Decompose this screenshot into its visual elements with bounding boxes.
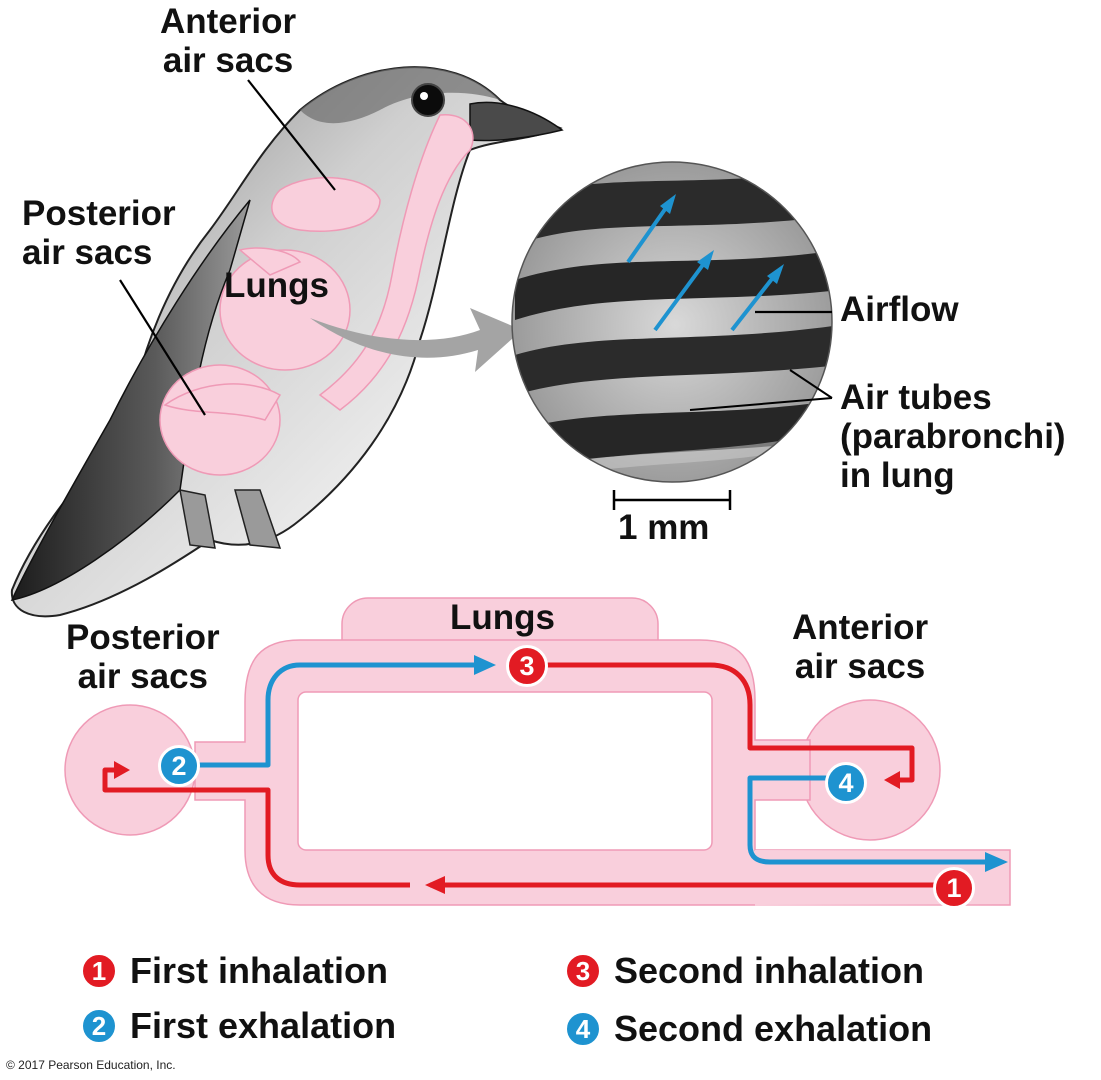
legend-marker-4: 4 [564,1010,602,1048]
red-airflow-path [102,662,935,888]
label-line: Posterior [66,618,220,657]
label-anterior-air-sacs-top: Anterior air sacs [160,2,296,80]
scale-bar [612,490,732,510]
legend-item-second-inhalation: 3 Second inhalation [564,950,924,992]
label-line: air sacs [77,657,209,697]
label-lungs-bottom: Lungs [450,598,555,637]
legend-label: Second inhalation [614,950,925,991]
label-scale-bar: 1 mm [618,508,710,547]
red-arrowheads [114,761,900,894]
label-line: in lung [840,456,955,496]
marker-3: 3 [506,645,548,687]
label-posterior-air-sacs-bottom: Posterior air sacs [66,618,220,696]
blue-arrowheads [474,655,1008,872]
zoom-arrow [310,308,522,372]
airflow-arrows [626,194,784,332]
label-line: air sacs [22,233,153,273]
legend-item-first-exhalation: 2 First exhalation [80,1005,396,1047]
loop-interior [297,691,713,851]
legend-marker-1: 1 [80,952,118,990]
legend-marker-2: 2 [80,1007,118,1045]
legend-label: First exhalation [130,1005,397,1046]
label-line: Anterior [160,2,297,41]
marker-4: 4 [825,762,867,804]
bird-eye [411,83,445,117]
label-anterior-air-sacs-bottom: Anterior air sacs [792,608,928,686]
bird-air-sac-system [159,114,474,476]
label-line: Posterior [22,194,176,233]
label-air-tubes: Air tubes (parabronchi) in lung [840,378,1066,496]
legend-item-first-inhalation: 1 First inhalation [80,950,388,992]
blue-airflow-path [198,662,995,865]
copyright-notice: © 2017 Pearson Education, Inc. [6,1058,176,1072]
legend-marker-3: 3 [564,952,602,990]
lung-micrograph [512,162,832,482]
label-airflow: Airflow [840,290,959,329]
label-line: air sacs [794,647,926,687]
marker-1: 1 [933,867,975,909]
legend-item-second-exhalation: 4 Second exhalation [564,1008,932,1050]
marker-2: 2 [158,745,200,787]
label-line: air sacs [162,41,294,81]
legend-label: Second exhalation [614,1008,933,1049]
bird-legs [179,489,282,549]
legend-label: First inhalation [130,950,389,991]
label-line: Air tubes [840,378,992,417]
label-line: Anterior [792,608,929,647]
bird-beak [469,101,564,142]
label-lungs-top: Lungs [224,266,329,305]
label-posterior-air-sacs-top: Posterior air sacs [22,194,176,272]
label-line: (parabronchi) [840,417,1066,457]
